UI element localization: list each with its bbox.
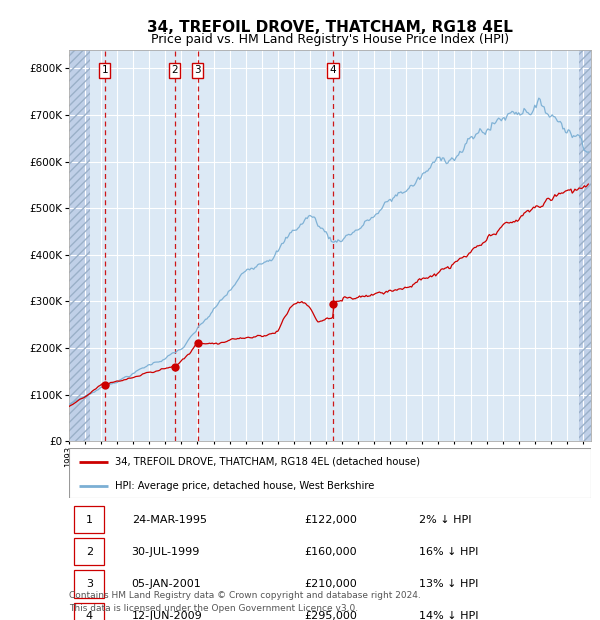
Text: 3: 3 [86,579,93,589]
Text: £160,000: £160,000 [304,547,356,557]
FancyBboxPatch shape [74,570,104,598]
Text: Price paid vs. HM Land Registry's House Price Index (HPI): Price paid vs. HM Land Registry's House … [151,33,509,46]
Text: 34, TREFOIL DROVE, THATCHAM, RG18 4EL: 34, TREFOIL DROVE, THATCHAM, RG18 4EL [147,20,513,35]
Bar [69,50,90,441]
Text: 34, TREFOIL DROVE, THATCHAM, RG18 4EL (detached house): 34, TREFOIL DROVE, THATCHAM, RG18 4EL (d… [115,457,420,467]
Text: 30-JUL-1999: 30-JUL-1999 [131,547,200,557]
Text: 13% ↓ HPI: 13% ↓ HPI [419,579,478,589]
Text: £210,000: £210,000 [304,579,356,589]
Text: £122,000: £122,000 [304,515,357,525]
Text: 3: 3 [194,65,201,75]
Text: 24-MAR-1995: 24-MAR-1995 [131,515,206,525]
Text: 2: 2 [172,65,178,75]
FancyBboxPatch shape [69,448,591,498]
Text: 4: 4 [330,65,337,75]
Text: 12-JUN-2009: 12-JUN-2009 [131,611,202,620]
Text: 1: 1 [101,65,108,75]
Text: 16% ↓ HPI: 16% ↓ HPI [419,547,478,557]
FancyBboxPatch shape [74,506,104,533]
Bar [69,50,90,441]
Bar [579,50,591,441]
Text: 4: 4 [86,611,93,620]
Bar [579,50,591,441]
Text: 05-JAN-2001: 05-JAN-2001 [131,579,202,589]
Text: £295,000: £295,000 [304,611,357,620]
FancyBboxPatch shape [74,538,104,565]
Text: 2% ↓ HPI: 2% ↓ HPI [419,515,471,525]
Text: 14% ↓ HPI: 14% ↓ HPI [419,611,478,620]
Text: 1: 1 [86,515,93,525]
FancyBboxPatch shape [74,603,104,620]
Text: Contains HM Land Registry data © Crown copyright and database right 2024.
This d: Contains HM Land Registry data © Crown c… [69,591,421,613]
Text: 2: 2 [86,547,93,557]
Text: HPI: Average price, detached house, West Berkshire: HPI: Average price, detached house, West… [115,480,374,491]
